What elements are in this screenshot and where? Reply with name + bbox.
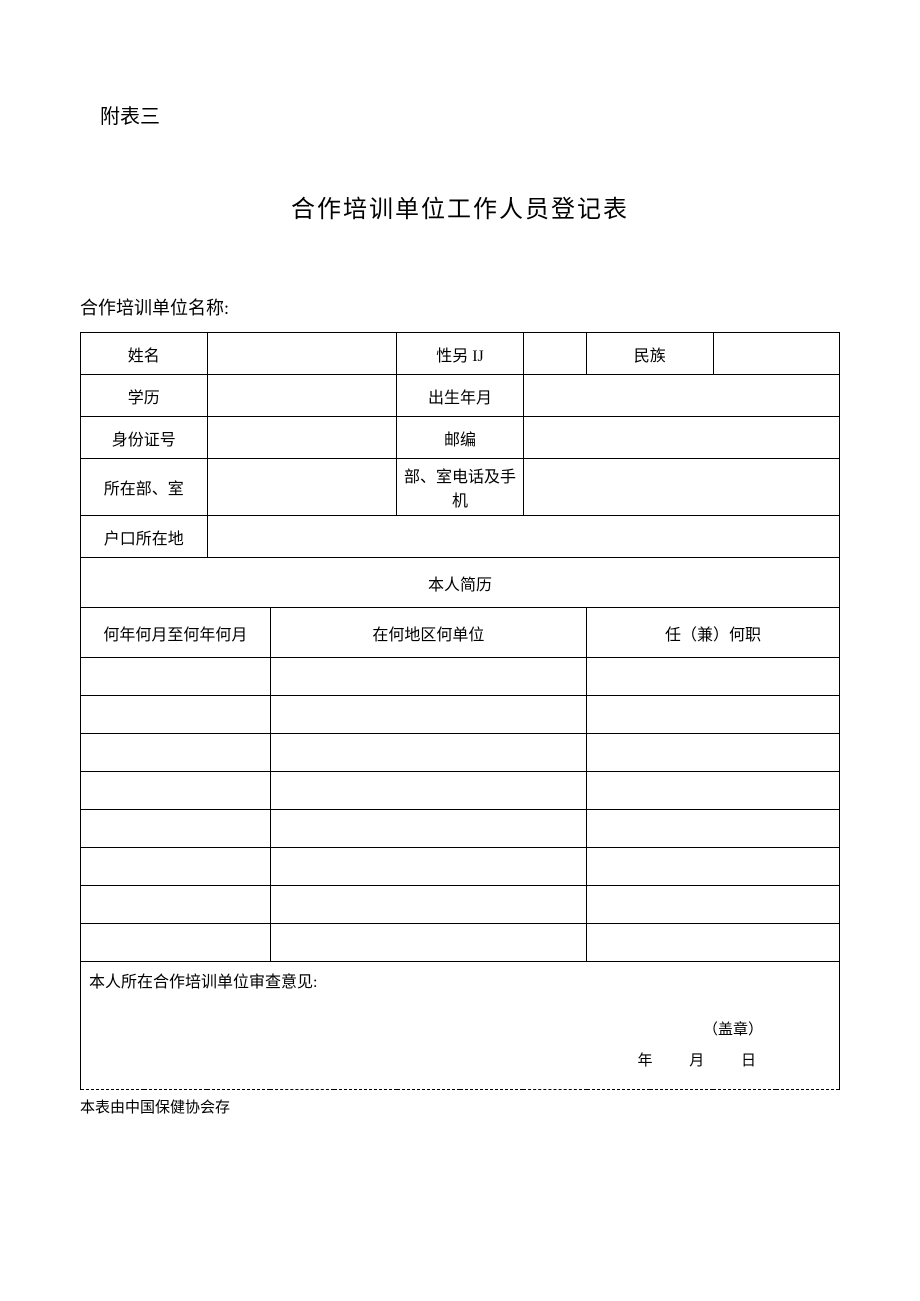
table-row[interactable] xyxy=(81,924,271,962)
name-label: 姓名 xyxy=(81,333,208,375)
table-row[interactable] xyxy=(270,772,586,810)
zip-label: 邮编 xyxy=(397,417,524,459)
phone-label: 部、室电话及手机 xyxy=(397,459,524,516)
dept-value[interactable] xyxy=(207,459,397,516)
table-row[interactable] xyxy=(587,924,840,962)
period-col-header: 何年何月至何年何月 xyxy=(81,608,271,658)
registration-table: 姓名 性另 IJ 民族 学历 出生年月 身份证号 邮编 所在部、室 部、室电话及… xyxy=(80,332,840,1090)
id-label: 身份证号 xyxy=(81,417,208,459)
table-row[interactable] xyxy=(81,772,271,810)
footnote: 本表由中国保健协会存 xyxy=(80,1096,840,1117)
table-row[interactable] xyxy=(587,734,840,772)
table-row[interactable] xyxy=(270,848,586,886)
table-row[interactable] xyxy=(587,658,840,696)
table-row[interactable] xyxy=(81,810,271,848)
table-row[interactable] xyxy=(81,734,271,772)
table-row[interactable] xyxy=(270,658,586,696)
table-row[interactable] xyxy=(587,848,840,886)
month-label: 月 xyxy=(689,1049,737,1070)
gender-value[interactable] xyxy=(523,333,586,375)
ethnicity-label: 民族 xyxy=(587,333,714,375)
dept-label: 所在部、室 xyxy=(81,459,208,516)
zip-value[interactable] xyxy=(523,417,839,459)
unit-name-label: 合作培训单位名称: xyxy=(80,294,840,320)
day-label: 日 xyxy=(741,1049,789,1070)
date-line: 年 月 日 xyxy=(111,1049,809,1070)
ethnicity-value[interactable] xyxy=(713,333,840,375)
table-row[interactable] xyxy=(587,696,840,734)
table-row[interactable] xyxy=(81,696,271,734)
review-label: 本人所在合作培训单位审查意见: xyxy=(81,962,840,1000)
hukou-value[interactable] xyxy=(207,516,840,558)
position-col-header: 任（兼）何职 xyxy=(587,608,840,658)
table-row[interactable] xyxy=(270,696,586,734)
gender-label: 性另 IJ xyxy=(397,333,524,375)
resume-header: 本人简历 xyxy=(81,558,840,608)
stamp-label: （盖章） xyxy=(111,1018,809,1039)
table-row[interactable] xyxy=(270,924,586,962)
place-col-header: 在何地区何单位 xyxy=(270,608,586,658)
signature-block: （盖章） 年 月 日 xyxy=(81,1000,840,1090)
table-row[interactable] xyxy=(270,810,586,848)
education-value[interactable] xyxy=(207,375,397,417)
table-row[interactable] xyxy=(270,734,586,772)
table-row[interactable] xyxy=(587,772,840,810)
name-value[interactable] xyxy=(207,333,397,375)
appendix-label: 附表三 xyxy=(100,100,840,129)
table-row[interactable] xyxy=(81,848,271,886)
table-row[interactable] xyxy=(81,658,271,696)
id-value[interactable] xyxy=(207,417,397,459)
page-title: 合作培训单位工作人员登记表 xyxy=(80,189,840,224)
table-row[interactable] xyxy=(270,886,586,924)
education-label: 学历 xyxy=(81,375,208,417)
year-label: 年 xyxy=(638,1049,686,1070)
birth-value[interactable] xyxy=(523,375,839,417)
table-row[interactable] xyxy=(587,886,840,924)
birth-label: 出生年月 xyxy=(397,375,524,417)
table-row[interactable] xyxy=(587,810,840,848)
phone-value[interactable] xyxy=(523,459,839,516)
hukou-label: 户口所在地 xyxy=(81,516,208,558)
table-row[interactable] xyxy=(81,886,271,924)
